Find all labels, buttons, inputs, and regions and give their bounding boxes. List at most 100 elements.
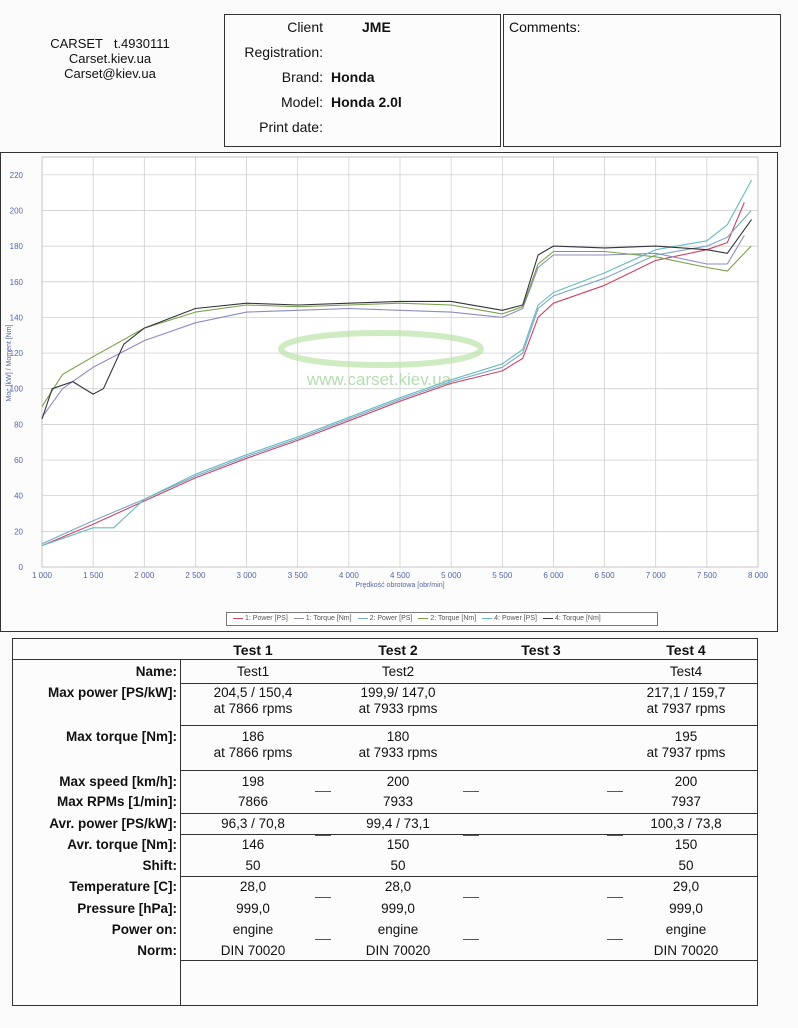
cell-test-2-temperature: 28,0 — [384, 879, 412, 894]
header-test-2: Test 2 — [378, 642, 418, 658]
y-tick-label: 220 — [10, 171, 24, 180]
column-dash — [607, 939, 623, 940]
cell-test-1-power-on: engine — [232, 922, 274, 937]
cell-test-2-shift: 50 — [390, 858, 406, 873]
cell-test-4-max-torque-rpm: at 7937 rpms — [646, 745, 726, 760]
x-tick-label: 4 500 — [390, 571, 411, 580]
x-tick-label: 7 000 — [646, 571, 667, 580]
cell-test-2-name: Test2 — [381, 664, 415, 679]
chart-grid — [41, 157, 759, 568]
label-power-on: Power on: — [111, 922, 177, 937]
cell-test-2-max-power-rpm: at 7933 rpms — [358, 701, 438, 716]
print-date-label: Print date: — [259, 119, 323, 135]
column-dash — [463, 897, 479, 898]
cell-test-2-max-power: 199,9/ 147,0 — [360, 685, 436, 700]
legend-item-6: 4: Torque [Nm] — [542, 615, 601, 622]
chart-series — [41, 179, 753, 547]
legend-label: 2: Power [PS] — [369, 615, 413, 622]
x-tick-label: 5 000 — [441, 571, 462, 580]
legend-item-4: 2: Torque [Nm] — [418, 615, 476, 622]
cell-test-4-name: Test4 — [669, 664, 703, 679]
cell-test-1-norm: DIN 70020 — [220, 943, 286, 958]
label-max-rpm: Max RPMs [1/min]: — [56, 794, 177, 809]
header-test-3: Test 3 — [521, 642, 561, 658]
company-email: Carset@kiev.ua — [64, 66, 156, 81]
cell-test-1-avr-torque: 146 — [241, 837, 265, 852]
y-tick-label: 60 — [14, 456, 23, 465]
column-dash — [315, 835, 331, 836]
y-tick-label: 120 — [10, 349, 24, 358]
y-tick-label: 100 — [10, 385, 24, 394]
column-dash — [607, 791, 623, 792]
client-value: JME — [362, 19, 391, 35]
cell-test-2-max-speed: 200 — [386, 774, 410, 789]
model-label: Model: — [280, 94, 323, 110]
cell-test-4-norm: DIN 70020 — [653, 943, 719, 958]
column-dash — [463, 939, 479, 940]
series-line-3 — [41, 210, 752, 545]
x-tick-label: 6 000 — [543, 571, 564, 580]
series-line-5 — [41, 179, 753, 547]
model-value: Honda 2.0l — [331, 94, 402, 110]
cell-test-2-avr-power: 99,4 / 73,1 — [366, 816, 430, 831]
legend-label: 4: Torque [Nm] — [554, 615, 601, 622]
legend-swatch — [233, 617, 243, 619]
column-dash — [463, 791, 479, 792]
column-dash — [607, 835, 623, 836]
dyno-chart: www.carset.kiev.ua 1 000 1 500 2 000 2 500 3… — [6, 156, 769, 589]
legend-swatch — [542, 617, 553, 619]
legend-item-1: 1: Power [PS] — [233, 615, 288, 622]
y-tick-label: 80 — [14, 420, 23, 429]
legend-label: 4: Power [PS] — [494, 615, 537, 622]
cell-test-4-max-torque: 195 — [674, 729, 698, 744]
series-line-6 — [41, 219, 753, 420]
legend-label: 1: Power [PS] — [245, 615, 288, 622]
cell-test-4-avr-power: 100,3 / 73,8 — [650, 816, 722, 831]
comments-box: Comments: — [503, 14, 781, 147]
watermark: www.carset.kiev.ua — [278, 330, 484, 389]
label-max-speed: Max speed [km/h]: — [59, 774, 177, 789]
legend-item-3: 2: Power [PS] — [357, 615, 413, 622]
y-tick-label: 40 — [14, 492, 23, 501]
cell-test-2-power-on: engine — [377, 922, 419, 937]
y-tick-label: 160 — [10, 278, 24, 287]
comments-label: Comments: — [509, 19, 581, 35]
cell-test-1-max-torque: 186 — [241, 729, 265, 744]
x-tick-label: 3 500 — [288, 571, 309, 580]
cell-test-4-max-speed: 200 — [674, 774, 698, 789]
cell-test-1-max-power-rpm: at 7866 rpms — [213, 701, 293, 716]
cell-test-2-max-rpm: 7933 — [382, 794, 414, 809]
cell-test-1-pressure: 999,0 — [236, 901, 270, 916]
cell-test-1-shift: 50 — [245, 858, 261, 873]
watermark-text: www.carset.kiev.ua — [306, 370, 452, 389]
header-test-1: Test 1 — [233, 642, 273, 658]
cell-test-2-max-torque: 180 — [386, 729, 410, 744]
company-name: CARSET — [50, 36, 103, 51]
x-tick-label: 7 500 — [697, 571, 718, 580]
legend-item-2: 1: Torque [Nm] — [293, 615, 352, 622]
label-pressure: Pressure [hPa]: — [77, 901, 177, 916]
cell-test-4-max-power-rpm: at 7937 rpms — [646, 701, 726, 716]
chart-legend: 1: Power [PS] 1: Torque [Nm] 2: Power [PS]… — [226, 612, 658, 626]
brand-value: Honda — [331, 69, 375, 85]
y-tick-label: 0 — [19, 563, 24, 572]
label-shift: Shift: — [142, 858, 178, 873]
cell-test-1-avr-power: 96,3 / 70,8 — [221, 816, 285, 831]
legend-swatch — [482, 617, 493, 619]
column-dash — [607, 897, 623, 898]
x-tick-label: 4 000 — [339, 571, 360, 580]
column-dash — [315, 939, 331, 940]
cell-test-2-norm: DIN 70020 — [365, 943, 431, 958]
x-axis-label: Prędkość obrotowa [obr/min] — [355, 582, 444, 589]
brand-label: Brand: — [281, 69, 323, 85]
cell-test-4-max-power: 217,1 / 159,7 — [646, 685, 726, 700]
y-tick-label: 180 — [10, 242, 24, 251]
y-tick-label: 200 — [10, 206, 24, 215]
cell-test-1-name: Test1 — [236, 664, 270, 679]
company-site: Carset.kiev.ua — [68, 51, 152, 66]
label-max-power: Max power [PS/kW]: — [47, 685, 177, 700]
label-avr-torque: Avr. torque [Nm]: — [67, 837, 177, 852]
x-tick-label: 2 000 — [134, 571, 155, 580]
x-tick-label: 8 000 — [748, 571, 769, 580]
x-tick-label: 1 000 — [32, 571, 53, 580]
